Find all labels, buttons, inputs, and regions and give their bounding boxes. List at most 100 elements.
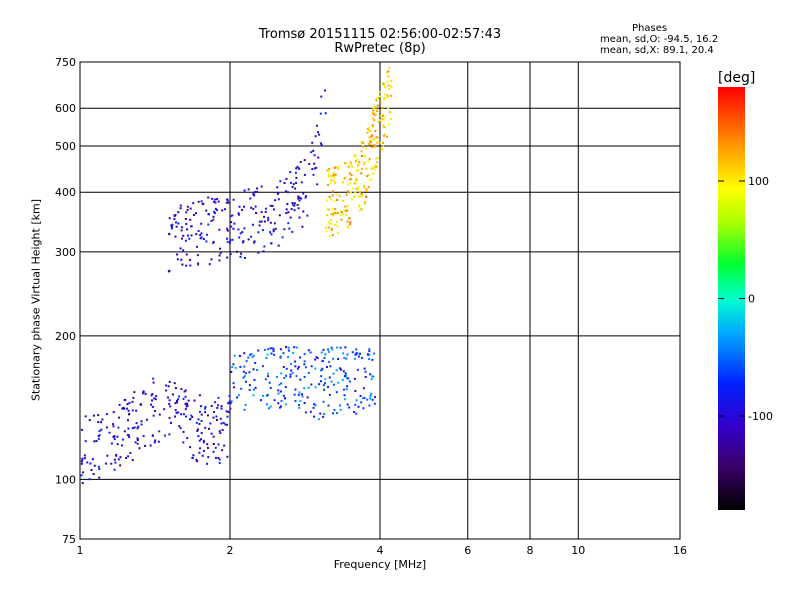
- data-point: [290, 362, 293, 365]
- data-point: [371, 166, 374, 169]
- data-point: [373, 137, 376, 140]
- data-point: [208, 263, 211, 266]
- data-point: [264, 207, 267, 210]
- data-point: [372, 107, 375, 110]
- data-point: [256, 187, 259, 190]
- data-point: [242, 205, 245, 208]
- data-point: [304, 366, 307, 369]
- data-point: [218, 254, 221, 257]
- data-point: [192, 214, 195, 217]
- data-point: [226, 229, 229, 232]
- data-point: [192, 202, 195, 205]
- data-point: [219, 432, 222, 435]
- data-point: [375, 99, 378, 102]
- data-point: [212, 442, 215, 445]
- data-point: [334, 173, 337, 176]
- data-point: [327, 173, 330, 176]
- data-point: [207, 196, 210, 199]
- data-point: [244, 372, 247, 375]
- data-point: [367, 174, 370, 177]
- data-point: [253, 241, 256, 244]
- data-point: [247, 356, 250, 359]
- data-point: [212, 450, 215, 453]
- x-tick-label: 6: [464, 544, 471, 557]
- data-point: [91, 458, 94, 461]
- data-point: [386, 94, 389, 97]
- data-point: [185, 264, 188, 267]
- data-point: [368, 353, 371, 356]
- legend-title: Phases: [632, 23, 668, 34]
- data-point: [136, 427, 139, 430]
- data-point: [120, 444, 123, 447]
- data-point: [323, 388, 326, 391]
- data-point: [371, 124, 374, 127]
- data-point: [375, 166, 378, 169]
- data-point: [338, 165, 341, 168]
- data-point: [210, 219, 213, 222]
- data-point: [123, 398, 126, 401]
- data-point: [154, 439, 157, 442]
- data-point: [119, 464, 122, 467]
- y-tick-label: 750: [55, 56, 76, 69]
- data-point: [80, 474, 83, 477]
- data-point: [354, 154, 357, 157]
- data-point: [355, 169, 358, 172]
- data-point: [196, 428, 199, 431]
- data-point: [129, 451, 132, 454]
- data-point: [321, 368, 324, 371]
- data-point: [256, 369, 259, 372]
- data-point: [310, 365, 313, 368]
- data-point: [386, 80, 389, 83]
- data-point: [93, 464, 96, 467]
- data-point: [336, 220, 339, 223]
- data-point: [357, 186, 360, 189]
- data-point: [174, 387, 177, 390]
- data-point: [97, 421, 100, 424]
- data-point: [295, 375, 298, 378]
- data-point: [320, 95, 323, 98]
- data-point: [304, 411, 307, 414]
- data-point: [81, 458, 84, 461]
- data-point: [362, 407, 365, 410]
- data-point: [282, 394, 285, 397]
- data-point: [283, 397, 286, 400]
- data-point: [254, 190, 257, 193]
- data-point: [142, 390, 145, 393]
- data-point: [344, 372, 347, 375]
- data-point: [329, 218, 332, 221]
- data-point: [269, 347, 272, 350]
- data-point: [277, 192, 280, 195]
- data-point: [189, 218, 192, 221]
- data-point: [269, 204, 272, 207]
- data-point: [306, 214, 309, 217]
- data-point: [340, 368, 343, 371]
- data-point: [318, 133, 321, 136]
- data-point: [197, 200, 200, 203]
- data-point: [332, 372, 335, 375]
- data-point: [137, 425, 140, 428]
- data-point: [291, 186, 294, 189]
- data-point: [364, 370, 367, 373]
- data-point: [239, 255, 242, 258]
- data-point: [244, 256, 247, 259]
- data-point: [294, 388, 297, 391]
- data-point: [335, 193, 338, 196]
- data-point: [365, 167, 368, 170]
- data-point: [173, 382, 176, 385]
- data-point: [272, 349, 275, 352]
- data-point: [374, 106, 377, 109]
- data-point: [178, 395, 181, 398]
- data-point: [360, 172, 363, 175]
- data-point: [185, 405, 188, 408]
- data-point: [202, 202, 205, 205]
- data-point: [178, 425, 181, 428]
- data-point: [108, 431, 111, 434]
- data-point: [252, 368, 255, 371]
- data-point: [95, 440, 98, 443]
- data-point: [283, 376, 286, 379]
- data-point: [187, 399, 190, 402]
- data-point: [177, 211, 180, 214]
- data-point: [355, 348, 358, 351]
- data-point: [279, 180, 282, 183]
- data-point: [353, 195, 356, 198]
